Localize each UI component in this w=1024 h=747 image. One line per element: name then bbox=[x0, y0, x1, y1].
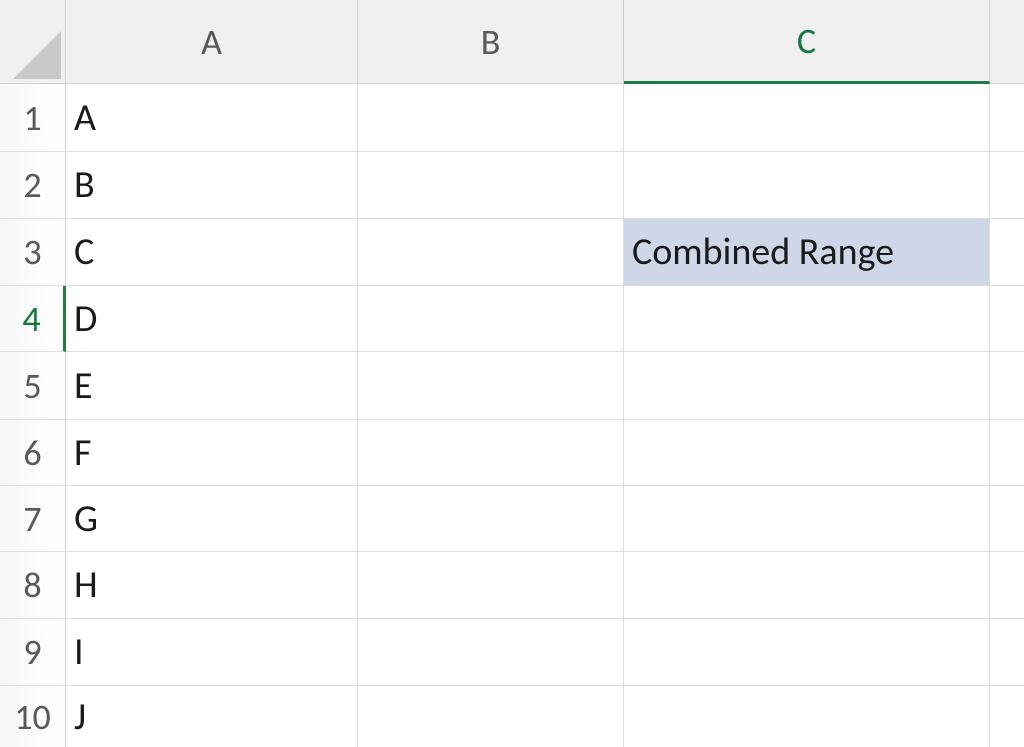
cell-value: J bbox=[74, 694, 86, 740]
cell-A1[interactable]: A bbox=[66, 84, 358, 152]
cell-D1[interactable] bbox=[990, 84, 1024, 152]
cell-D5[interactable] bbox=[990, 352, 1024, 420]
cell-C7[interactable] bbox=[624, 486, 990, 552]
cell-B7[interactable] bbox=[358, 486, 624, 552]
cell-D4[interactable] bbox=[990, 286, 1024, 352]
cell-D8[interactable] bbox=[990, 552, 1024, 619]
row-header-1[interactable]: 1 bbox=[0, 84, 66, 152]
row-header-2[interactable]: 2 bbox=[0, 152, 66, 219]
cell-C10[interactable] bbox=[624, 686, 990, 747]
cell-A6[interactable]: F bbox=[66, 420, 358, 486]
cell-C1[interactable] bbox=[624, 84, 990, 152]
row-header-label: 4 bbox=[22, 297, 40, 341]
cell-value: F bbox=[74, 430, 91, 476]
cell-A3[interactable]: C bbox=[66, 219, 358, 286]
cell-value: H bbox=[74, 562, 98, 608]
cell-B4[interactable] bbox=[358, 286, 624, 352]
select-all-corner[interactable] bbox=[0, 0, 66, 84]
column-header-A[interactable]: A bbox=[66, 0, 358, 84]
cell-B1[interactable] bbox=[358, 84, 624, 152]
column-header-label: A bbox=[201, 20, 222, 64]
row-header-4[interactable]: 4 bbox=[0, 286, 66, 352]
cell-value: C bbox=[74, 229, 94, 275]
cell-B3[interactable] bbox=[358, 219, 624, 286]
cell-C2[interactable] bbox=[624, 152, 990, 219]
cell-A10[interactable]: J bbox=[66, 686, 358, 747]
row-header-label: 2 bbox=[23, 163, 41, 207]
row-header-label: 10 bbox=[14, 695, 51, 739]
cell-C5[interactable] bbox=[624, 352, 990, 420]
spreadsheet-grid[interactable]: ABC12345678910ABCCombined RangeDEFGHIJ bbox=[0, 0, 1024, 747]
column-header-label: C bbox=[797, 19, 816, 63]
row-header-5[interactable]: 5 bbox=[0, 352, 66, 420]
column-header-B[interactable]: B bbox=[358, 0, 624, 84]
cell-B2[interactable] bbox=[358, 152, 624, 219]
cell-A4[interactable]: D bbox=[66, 286, 358, 352]
cell-A8[interactable]: H bbox=[66, 552, 358, 619]
cell-B10[interactable] bbox=[358, 686, 624, 747]
cell-D3[interactable] bbox=[990, 219, 1024, 286]
row-header-label: 9 bbox=[23, 630, 41, 674]
cell-value: A bbox=[74, 95, 96, 141]
cell-D6[interactable] bbox=[990, 420, 1024, 486]
cell-A2[interactable]: B bbox=[66, 152, 358, 219]
cell-value: D bbox=[74, 296, 97, 342]
cell-D9[interactable] bbox=[990, 619, 1024, 686]
row-header-8[interactable]: 8 bbox=[0, 552, 66, 619]
cell-value: I bbox=[74, 629, 84, 675]
row-header-label: 3 bbox=[23, 230, 41, 274]
cell-value: G bbox=[74, 496, 98, 542]
cell-B9[interactable] bbox=[358, 619, 624, 686]
row-header-label: 6 bbox=[23, 431, 41, 475]
cell-value: E bbox=[74, 363, 93, 409]
cell-A7[interactable]: G bbox=[66, 486, 358, 552]
cell-B5[interactable] bbox=[358, 352, 624, 420]
cell-A5[interactable]: E bbox=[66, 352, 358, 420]
cell-C6[interactable] bbox=[624, 420, 990, 486]
cell-B8[interactable] bbox=[358, 552, 624, 619]
cell-D7[interactable] bbox=[990, 486, 1024, 552]
cell-D2[interactable] bbox=[990, 152, 1024, 219]
column-header-D[interactable] bbox=[990, 0, 1024, 84]
row-header-7[interactable]: 7 bbox=[0, 486, 66, 552]
column-header-label: B bbox=[481, 20, 501, 64]
column-header-C[interactable]: C bbox=[624, 0, 990, 84]
row-header-label: 5 bbox=[23, 364, 41, 408]
row-header-9[interactable]: 9 bbox=[0, 619, 66, 686]
cell-value: B bbox=[74, 162, 95, 208]
row-header-label: 8 bbox=[23, 563, 41, 607]
cell-C9[interactable] bbox=[624, 619, 990, 686]
cell-value: Combined Range bbox=[632, 229, 894, 275]
cell-B6[interactable] bbox=[358, 420, 624, 486]
cell-D10[interactable] bbox=[990, 686, 1024, 747]
row-header-6[interactable]: 6 bbox=[0, 420, 66, 486]
row-header-3[interactable]: 3 bbox=[0, 219, 66, 286]
row-header-label: 1 bbox=[23, 96, 41, 140]
cell-A9[interactable]: I bbox=[66, 619, 358, 686]
cell-C8[interactable] bbox=[624, 552, 990, 619]
cell-C3[interactable]: Combined Range bbox=[624, 219, 990, 286]
row-header-label: 7 bbox=[23, 497, 41, 541]
row-header-10[interactable]: 10 bbox=[0, 686, 66, 747]
cell-C4[interactable] bbox=[624, 286, 990, 352]
